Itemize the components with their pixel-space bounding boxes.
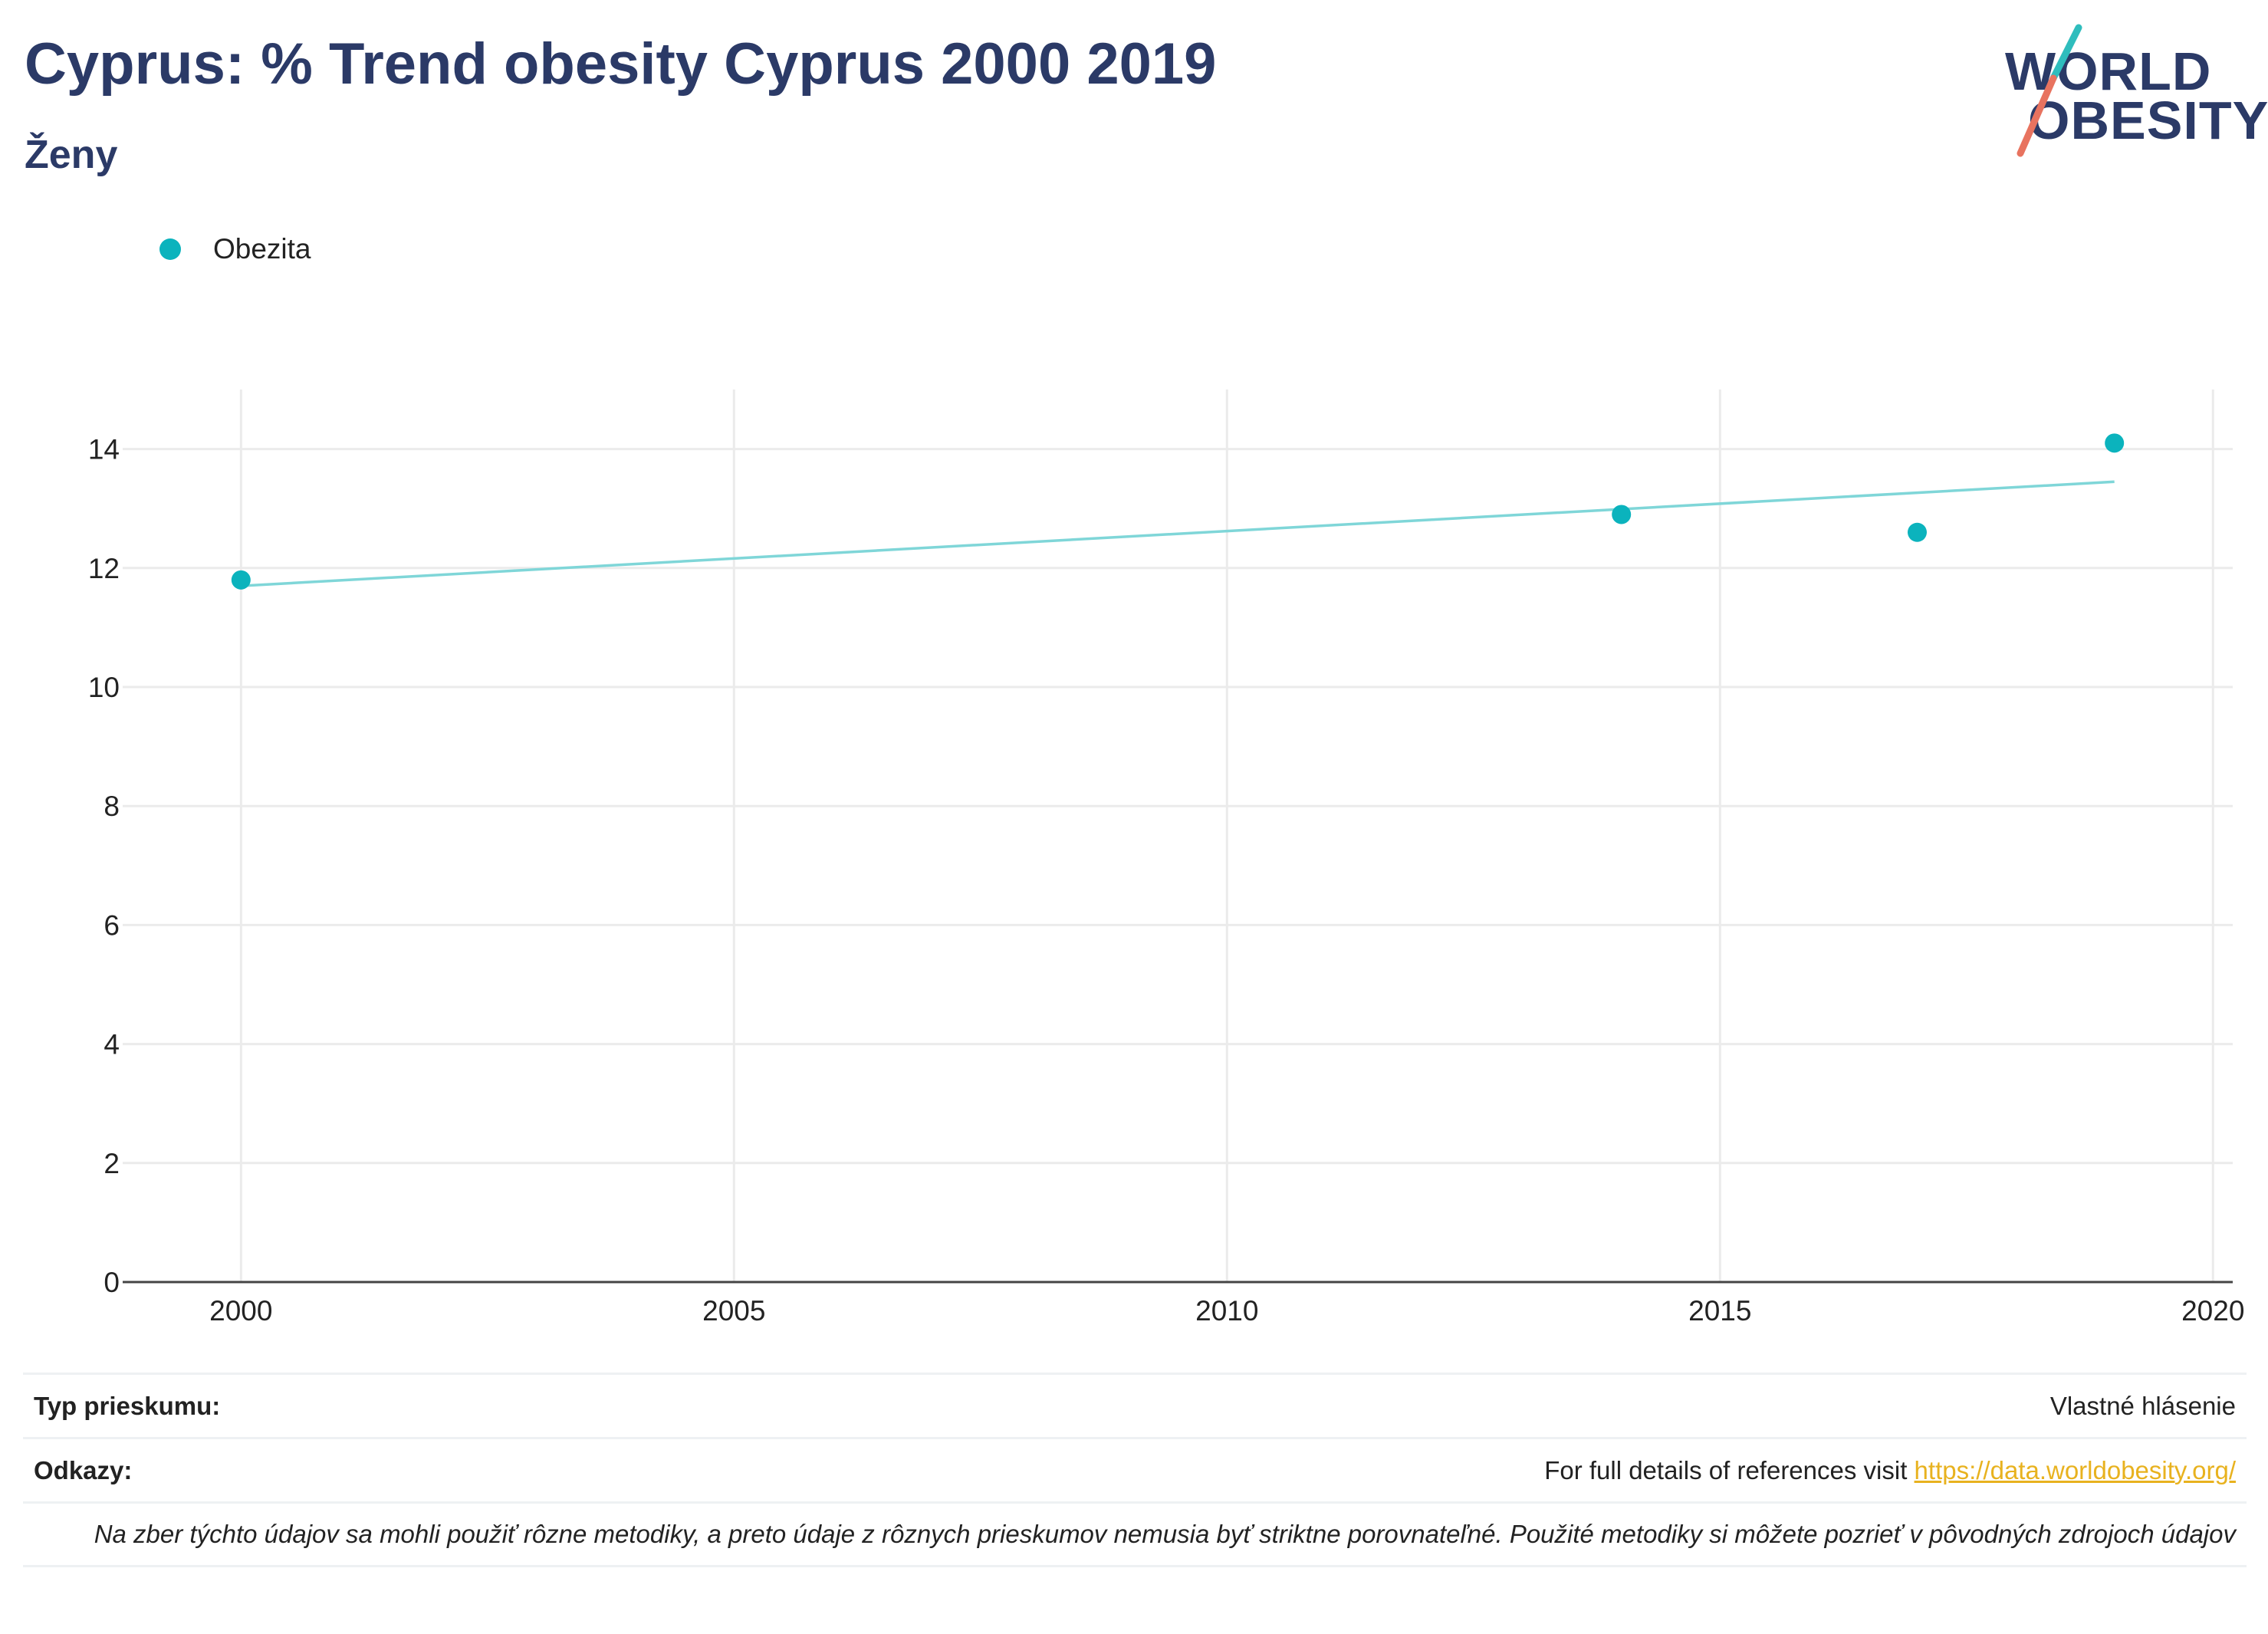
chart-plot: 0 2 4 6 8 10 12 14 2000 2005 2010 2015 2020	[88, 390, 2244, 1327]
x-tick-label: 2020	[2181, 1295, 2244, 1327]
references-text: For full details of references visit	[1544, 1455, 1915, 1484]
x-tick-label: 2005	[702, 1295, 765, 1327]
data-point	[1907, 522, 1927, 542]
logo-line-2: OBESITY	[2028, 90, 2268, 150]
y-tick-label: 0	[104, 1267, 120, 1298]
references-link[interactable]: https://data.worldobesity.org/	[1914, 1455, 2236, 1484]
survey-type-row: Typ prieskumu: Vlastné hlásenie	[23, 1373, 2247, 1437]
y-tick-label: 8	[104, 791, 120, 822]
x-tick-label: 2000	[209, 1295, 272, 1327]
logo-slash-icon	[2017, 24, 2082, 157]
references-label: Odkazy:	[34, 1455, 133, 1484]
chart-subtitle: Ženy	[25, 133, 118, 177]
legend-marker	[159, 238, 181, 260]
logo-line-1: WORLD	[2005, 41, 2212, 101]
data-point	[231, 570, 251, 590]
methodology-note: Na zber týchto údajov sa mohli použiť rô…	[23, 1501, 2247, 1567]
survey-type-label: Typ prieskumu:	[34, 1391, 221, 1420]
y-tick-label: 6	[104, 909, 120, 941]
y-tick-label: 4	[104, 1029, 120, 1060]
y-tick-label: 14	[88, 434, 120, 465]
x-tick-label: 2015	[1688, 1295, 1751, 1327]
y-tick-label: 12	[88, 553, 120, 584]
data-point	[2105, 433, 2125, 453]
chart-title: Cyprus: % Trend obesity Cyprus 2000 2019	[25, 31, 1217, 97]
references-value: For full details of references visit htt…	[1544, 1456, 2236, 1485]
footer-table: Typ prieskumu: Vlastné hlásenie Odkazy: …	[23, 1373, 2247, 1567]
world-obesity-logo: WORLD OBESITY	[2005, 23, 2268, 161]
y-tick-label: 2	[104, 1148, 120, 1179]
y-tick-label: 10	[88, 672, 120, 703]
x-tick-label: 2010	[1195, 1295, 1258, 1327]
survey-type-value: Vlastné hlásenie	[2049, 1391, 2236, 1420]
data-point	[1612, 505, 1632, 524]
legend-label: Obezita	[213, 233, 311, 265]
trend-line	[241, 480, 2115, 587]
references-row: Odkazy: For full details of references v…	[23, 1437, 2247, 1501]
chart-legend[interactable]: Obezita	[159, 230, 311, 268]
